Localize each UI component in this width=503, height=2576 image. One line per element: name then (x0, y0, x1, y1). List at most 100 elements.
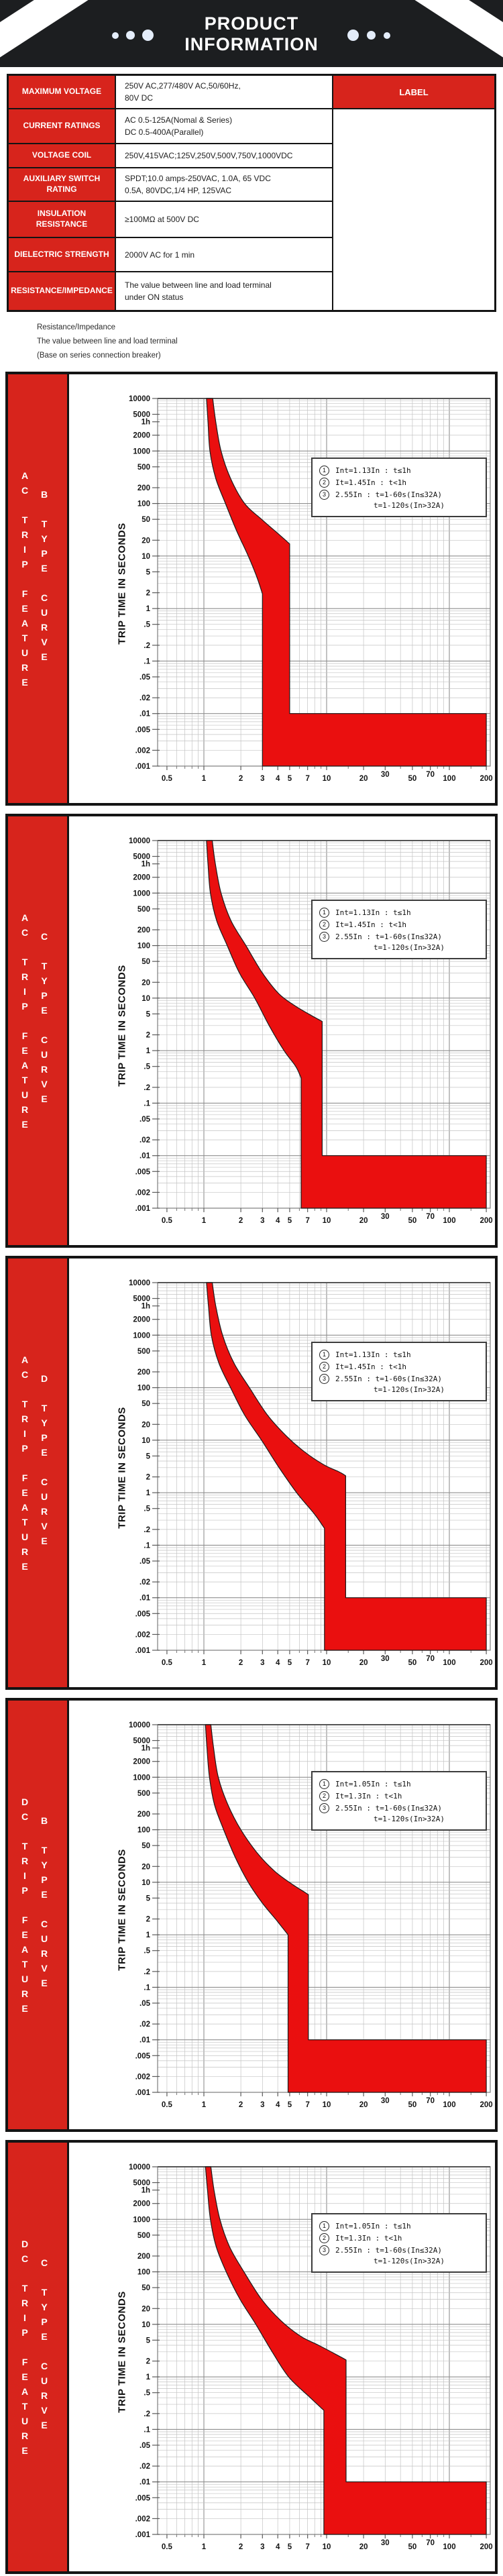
x-tick-label: 5 (288, 2543, 292, 2551)
legend-row: 3 2.55In : t=1-60s(In≤32A) (319, 1803, 482, 1813)
x-tick-label: 50 (408, 2543, 417, 2551)
sidebar-word: T Y P E (41, 1403, 48, 1458)
legend-marker-circled-number: 2 (319, 1362, 329, 1372)
y-tick-label: 500 (137, 464, 150, 472)
y-tick-label: 5 (146, 568, 151, 576)
legend-marker-circled-number: 2 (319, 1791, 329, 1801)
x-tick-label: 0.5 (162, 2101, 173, 2109)
sidebar-feature-label: D C T R I P F E A T U R E (17, 1794, 33, 2031)
y-tick-label: 2 (146, 1916, 150, 1924)
decor-dot (384, 32, 390, 39)
legend-text: Int=1.05In : t≤1h (335, 2222, 411, 2231)
sidebar-curve-label: B T Y P E C U R V E (36, 1813, 52, 2005)
sidebar-word: T Y P E (41, 2287, 48, 2342)
y-tick-label: .05 (139, 1558, 151, 1566)
legend-text: 2.55In : t=1-60s(In≤32A) (335, 490, 442, 499)
x-tick-label: 50 (408, 2101, 417, 2109)
legend-row: 2 It=1.3In : t<1h (319, 2233, 482, 2243)
spec-row-label: AUXILIARY SWITCH RATING (9, 168, 116, 202)
x-tick-label: 10 (323, 2543, 331, 2551)
x-axis-ticks: 0.5 1 2 3 4 5 7 10 20 30 50 70 100 200 (162, 2092, 493, 2109)
legend-marker-circled-number: 2 (319, 2233, 329, 2243)
legend-text: t=1-120s(In>32A) (374, 1815, 445, 1823)
y-tick-label: .1 (144, 1984, 150, 1992)
sidebar-word: C U R V E (40, 1477, 48, 1546)
y-tick-label: 10 (142, 1437, 150, 1445)
x-tick-label: 4 (276, 1659, 280, 1667)
y-tick-label: 500 (137, 1790, 150, 1798)
x-tick-label: 5 (288, 775, 292, 783)
y-tick-label: .01 (139, 710, 151, 718)
legend-text: Int=1.05In : t≤1h (335, 1780, 411, 1788)
legend-box: 1 Int=1.05In : t≤1h 2 It=1.3In : t<1h 3 2.55I… (311, 1771, 487, 1831)
y-tick-label: 500 (137, 1348, 150, 1356)
legend-row: 3 2.55In : t=1-60s(In≤32A) (319, 932, 482, 942)
y-tick-label: 10000 (129, 395, 150, 403)
x-tick-label: 0.5 (162, 1217, 173, 1225)
y-tick-label: .05 (139, 2000, 151, 2008)
decor-dot (142, 30, 154, 41)
x-tick-label: 200 (480, 2101, 492, 2109)
x-tick-label: 0.5 (162, 775, 173, 783)
sidebar-word: T Y P E (41, 519, 48, 574)
legend-text: It=1.3In : t<1h (335, 2234, 402, 2243)
trip-band-region (205, 2166, 487, 2535)
y-tick-label: 2 (146, 1474, 150, 1482)
x-tick-label: 100 (443, 1217, 455, 1225)
chart-sidebar: A C T R I P F E A T U R E B T Y P E C U R V E (8, 374, 69, 803)
y-tick-label: .1 (144, 657, 150, 665)
x-tick-label: 70 (426, 1655, 435, 1663)
x-tick-label: 100 (443, 1659, 455, 1667)
x-tick-label: 20 (359, 1659, 368, 1667)
y-tick-label: .5 (144, 1947, 150, 1955)
y-tick-label: 1 (146, 1931, 151, 1939)
spec-row-value: ≥100MΩ at 500V DC (116, 202, 333, 238)
legend-row: t=1-120s(In>32A) (319, 2257, 482, 2265)
x-tick-label: 50 (408, 1217, 417, 1225)
chart-panel-ac-b: A C T R I P F E A T U R E B T Y P E C U R V E… (5, 372, 498, 806)
y-tick-label: .05 (139, 674, 151, 682)
chart-panel-dc-c: D C T R I P F E A T U R E C T Y P E C U R V E… (5, 2140, 498, 2574)
x-tick-label: 10 (323, 1659, 331, 1667)
y-tick-label: .01 (139, 1152, 151, 1161)
spec-row-label: CURRENT RATINGS (9, 109, 116, 144)
y-tick-label: 5 (146, 1452, 151, 1460)
y-tick-label: 100 (137, 500, 150, 508)
y-tick-label: .005 (135, 726, 151, 734)
y-tick-label: .2 (144, 1084, 150, 1092)
y-tick-label: 2000 (133, 432, 150, 440)
legend-row: 1 Int=1.13In : t≤1h (319, 1350, 482, 1360)
x-tick-label: 7 (305, 2101, 309, 2109)
x-tick-label: 1 (202, 1659, 207, 1667)
y-tick-label: 200 (137, 1368, 150, 1377)
legend-row: 2 It=1.45In : t<1h (319, 478, 482, 488)
legend-marker-circled-number: 2 (319, 920, 329, 930)
plot-grid (158, 841, 490, 1209)
y-tick-label: 1h (142, 1745, 150, 1753)
legend-box: 1 Int=1.05In : t≤1h 2 It=1.3In : t<1h 3 2.55I… (311, 2213, 487, 2273)
x-axis-ticks: 0.5 1 2 3 4 5 7 10 20 30 50 70 100 200 (162, 766, 493, 783)
y-tick-label: 2000 (133, 1758, 150, 1766)
y-tick-label: 200 (137, 484, 150, 492)
y-tick-label: .05 (139, 2442, 151, 2450)
x-tick-label: 1 (202, 1217, 207, 1225)
spec-table: MAXIMUM VOLTAGE 250V AC,277/480V AC,50/60… (7, 74, 496, 312)
y-tick-label: 5000 (133, 411, 150, 419)
x-tick-label: 70 (426, 1213, 435, 1221)
y-tick-label: 2 (146, 2358, 150, 2366)
sidebar-curve-label: C T Y P E C U R V E (36, 2255, 52, 2447)
y-tick-label: .001 (135, 1647, 151, 1655)
y-tick-label: .001 (135, 2531, 151, 2539)
legend-box: 1 Int=1.13In : t≤1h 2 It=1.45In : t<1h 3 2.55… (311, 1342, 487, 1401)
y-tick-label: 50 (142, 1400, 150, 1408)
y-tick-label: 1h (142, 861, 150, 869)
chart-panel-ac-c: A C T R I P F E A T U R E C T Y P E C U R V E… (5, 814, 498, 1248)
x-tick-label: 30 (381, 1213, 390, 1221)
y-tick-label: .5 (144, 2390, 150, 2398)
y-tick-label: 10000 (129, 2163, 150, 2171)
y-tick-label: 1000 (133, 890, 150, 898)
chart-sidebar: D C T R I P F E A T U R E B T Y P E C U R V E (8, 1701, 69, 2129)
x-tick-label: 30 (381, 2097, 390, 2105)
